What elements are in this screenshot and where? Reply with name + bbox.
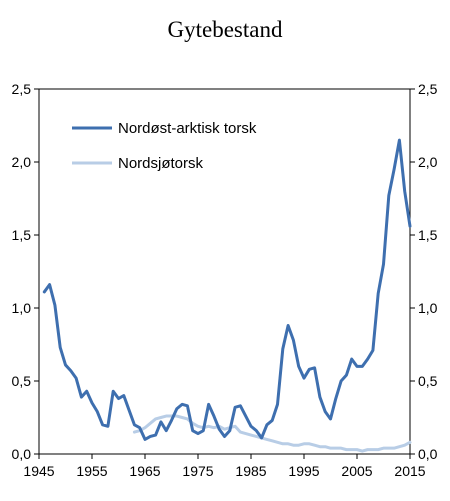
y-tick-label-left: 1,5 (12, 227, 32, 243)
y-tick-label-right: 1,0 (418, 300, 438, 316)
y-tick-label-right: 0,5 (418, 373, 438, 389)
y-tick-label-right: 0,0 (418, 446, 438, 462)
y-tick-label-left: 2,0 (12, 154, 32, 170)
y-tick-label-left: 1,0 (12, 300, 32, 316)
x-tick-label: 1965 (129, 463, 160, 479)
x-tick-label: 1945 (23, 463, 54, 479)
legend: Nordøst-arktisk torsk Nordsjøtorsk (72, 120, 257, 172)
x-tick-label: 1995 (288, 463, 319, 479)
y-tick-label-right: 1,5 (418, 227, 438, 243)
x-tick-label: 1985 (235, 463, 266, 479)
y-tick-label-left: 0,5 (12, 373, 32, 389)
chart-title: Gytebestand (168, 17, 283, 42)
plot-frame (38, 88, 411, 455)
legend-label-nordsjotorsk: Nordsjøtorsk (118, 155, 204, 172)
x-tick-label: 1975 (182, 463, 213, 479)
series-layer (42, 138, 412, 453)
x-tick-label: 1955 (76, 463, 107, 479)
y-tick-label-right: 2,0 (418, 154, 438, 170)
series-line-nordsjotorsk (132, 414, 412, 453)
series-line-nordost-arktisk-torsk (42, 138, 412, 441)
legend-label-nordost-arktisk-torsk: Nordøst-arktisk torsk (118, 120, 257, 137)
y-tick-label-right: 2,5 (418, 81, 438, 97)
y-tick-label-left: 0,0 (12, 446, 32, 462)
x-tick-label: 2015 (394, 463, 425, 479)
x-tick-label: 2005 (341, 463, 372, 479)
y-tick-label-left: 2,5 (12, 81, 32, 97)
axes: 0,0 0,0 0,5 0,5 1,0 1,0 1,5 1,5 2,0 2,0 2,5 2,5 1945… (12, 81, 438, 479)
